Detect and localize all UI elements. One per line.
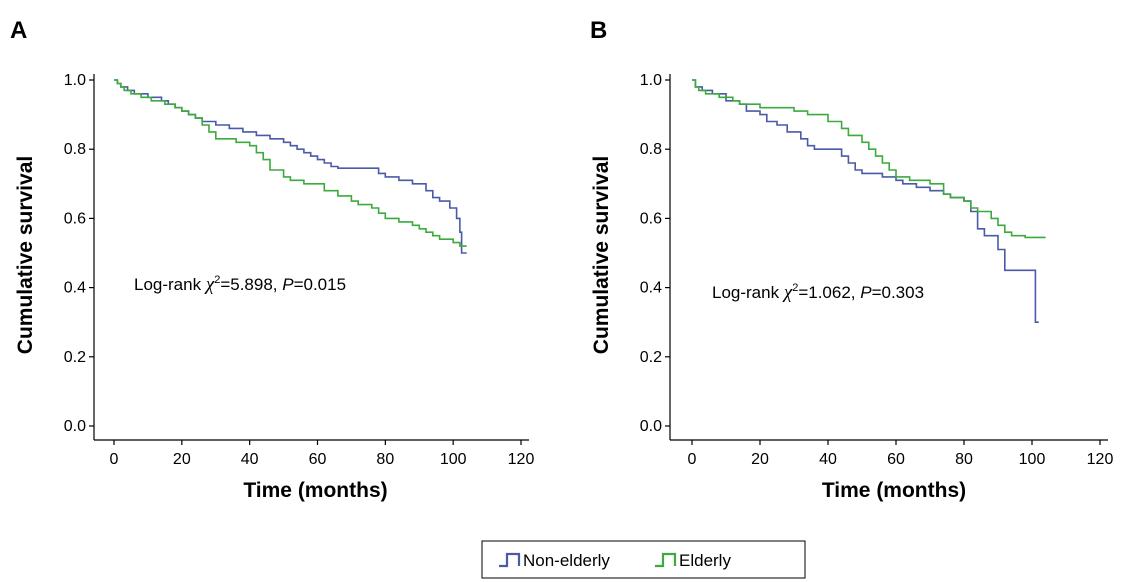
y-tick-label: 1.0	[640, 72, 662, 89]
legend-swatch-elderly	[655, 552, 677, 568]
log-rank-annotation: Log-rank χ2=1.062, P=0.303	[712, 282, 924, 303]
p-label: P	[282, 275, 294, 294]
survival-curve-elderly	[692, 79, 1046, 239]
log-rank-annotation: Log-rank χ2=5.898, P=0.015	[134, 274, 346, 295]
y-tick-label: 0.8	[640, 141, 662, 158]
x-tick-label: 60	[887, 451, 905, 468]
x-tick-label: 20	[751, 451, 769, 468]
legend-box	[481, 540, 806, 579]
y-tick-label: 0.6	[640, 210, 662, 227]
annotation-prefix: Log-rank	[712, 283, 784, 302]
chi-superscript: 2	[792, 282, 798, 294]
chi-symbol: χ	[782, 282, 793, 303]
x-tick-label: 0	[110, 451, 119, 468]
x-tick-label: 120	[508, 451, 535, 468]
p-value: =0.303	[872, 283, 924, 302]
panel-label: B	[590, 17, 607, 44]
x-tick-label: 60	[309, 451, 327, 468]
panel-b: B 0.0 0.2 0.4 0.6 0.8 1.0 0 20 40 60 80 100 120 Time (…	[590, 17, 1113, 502]
chi-symbol: χ	[204, 274, 215, 295]
x-tick-label: 40	[241, 451, 259, 468]
y-tick-label: 0.4	[64, 280, 86, 297]
y-tick-label: 0.4	[640, 280, 662, 297]
annotation-prefix: Log-rank	[134, 275, 206, 294]
legend-label-non-elderly: Non-elderly	[523, 551, 610, 570]
p-label: P	[860, 283, 872, 302]
y-tick-label: 1.0	[64, 72, 86, 89]
y-tick-label: 0.0	[64, 418, 86, 435]
y-tick-label: 0.6	[64, 210, 86, 227]
survival-curve-non-elderly	[114, 79, 467, 254]
x-tick-label: 80	[955, 451, 973, 468]
x-axis-title: Time (months)	[822, 479, 966, 502]
y-tick-label: 0.2	[640, 349, 662, 366]
panel-a: A 0.0 0.2 0.4 0.6 0.8 1.0 0 20 40 60 80 100 120 Time (…	[10, 17, 534, 502]
chi-statistic: =5.898,	[220, 275, 282, 294]
p-value: =0.015	[294, 275, 346, 294]
x-tick-label: 0	[688, 451, 697, 468]
survival-curve-elderly	[114, 79, 467, 247]
x-tick-label: 100	[1019, 451, 1046, 468]
x-tick-label: 120	[1087, 451, 1114, 468]
legend: Non-elderly Elderly	[481, 540, 806, 579]
y-tick-label: 0.8	[64, 141, 86, 158]
legend-swatch-non-elderly	[499, 552, 521, 568]
chi-superscript: 2	[214, 274, 220, 286]
legend-label-elderly: Elderly	[679, 551, 731, 570]
y-tick-label: 0.2	[64, 349, 86, 366]
panel-label: A	[10, 17, 27, 44]
x-axis-title: Time (months)	[243, 479, 387, 502]
y-tick-label: 0.0	[640, 418, 662, 435]
y-axis-title: Cumulative survival	[590, 156, 613, 354]
y-axis-title: Cumulative survival	[14, 156, 37, 354]
chi-statistic: =1.062,	[798, 283, 860, 302]
x-tick-label: 40	[819, 451, 837, 468]
x-tick-label: 100	[440, 451, 467, 468]
x-tick-label: 80	[376, 451, 394, 468]
x-tick-label: 20	[173, 451, 191, 468]
